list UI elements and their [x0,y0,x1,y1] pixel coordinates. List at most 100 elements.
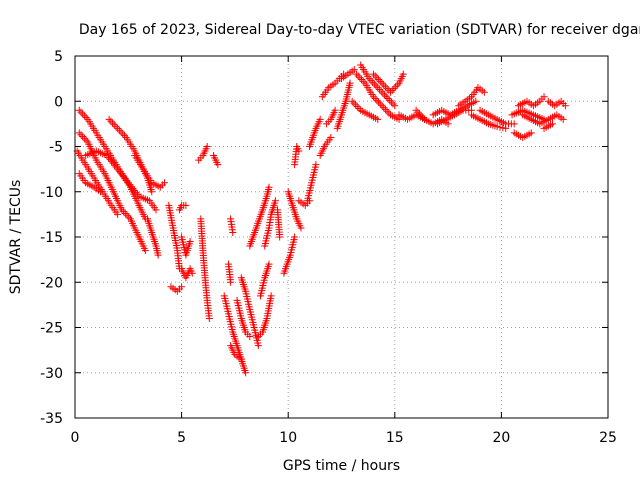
data-point [203,143,211,150]
data-point [381,91,389,99]
chart-title: Day 165 of 2023, Sidereal Day-to-day VTE… [79,22,640,38]
data-point [75,129,83,137]
data-point [372,82,380,90]
data-point [161,179,169,187]
data-point [348,97,356,105]
data-point [237,355,245,363]
data-point [121,209,129,217]
data-point [561,102,569,110]
data-point [378,102,386,110]
data-point [399,70,407,78]
y-tick-label: -25 [40,321,63,337]
data-point [350,99,358,107]
data-point [110,121,118,129]
data-point [380,104,388,112]
y-tick-label: 0 [54,94,63,110]
tick-labels: 0 5 10 15 20 25 -35 -30 -25 -20 -15 -10 -5 0 5 [40,49,617,446]
data-point [115,126,123,134]
data-point [412,106,420,114]
data-point [118,206,126,214]
data-point [77,131,85,139]
data-point [373,74,381,82]
data-point [373,96,381,104]
data-point [265,260,273,268]
y-tick-label: -35 [40,411,63,427]
y-tick-label: -30 [40,366,63,382]
data-point [331,106,339,114]
data-point [380,81,388,89]
grid [75,56,608,418]
data-point [499,124,507,132]
y-tick-label: -5 [49,140,63,156]
data-point [97,188,105,196]
data-point [369,93,377,101]
data-point [354,72,362,80]
data-point [416,110,424,118]
data-point [188,269,196,277]
data-point [79,133,87,141]
data-point [119,130,127,138]
data-point [389,100,397,108]
data-point [108,157,116,165]
data-point [540,93,548,101]
data-point [346,79,354,87]
data-point [559,115,567,123]
data-point [355,104,363,112]
data-point [229,228,237,236]
data-point [375,85,383,93]
data-point [386,96,394,104]
data-point [79,110,87,118]
data-point [327,133,335,141]
data-point [109,159,117,167]
x-tick-label: 25 [599,430,617,446]
x-axis-label: GPS time / hours [283,458,400,474]
data-point [387,88,395,96]
data-point [383,107,391,115]
data-point [353,103,361,111]
x-tick-label: 20 [492,430,510,446]
data-point [356,74,364,82]
data-point [384,95,392,103]
data-points [73,61,569,377]
data-point [80,134,88,142]
data-point [227,278,235,286]
y-tick-label: 5 [54,49,63,65]
data-point [377,87,385,95]
data-point [371,95,379,103]
y-tick-label: -20 [40,275,63,291]
data-point [120,208,128,216]
x-tick-label: 0 [71,430,80,446]
data-point [82,136,90,144]
data-point [374,115,382,123]
data-point [254,342,262,350]
data-point [75,106,83,114]
data-point [82,114,90,122]
data-point [388,86,396,94]
data-point [376,100,384,108]
data-point [246,333,254,341]
x-tick-label: 10 [279,430,297,446]
data-point [214,161,222,169]
data-point [114,124,122,132]
data-point [371,72,379,80]
data-point [369,70,377,78]
data-point [496,123,504,131]
data-point [152,206,160,214]
data-point [312,161,320,169]
data-point [267,292,275,300]
data-point [154,251,162,259]
data-point [374,84,382,92]
data-point [80,112,88,120]
data-point [316,115,324,123]
y-tick-label: -10 [40,185,63,201]
data-point [480,88,488,96]
x-tick-label: 5 [177,430,186,446]
data-point [186,238,194,246]
data-point [378,79,386,87]
data-point [375,98,383,106]
data-point [417,112,425,120]
data-point [493,123,501,131]
x-tick-label: 15 [386,430,404,446]
data-point [392,83,400,91]
